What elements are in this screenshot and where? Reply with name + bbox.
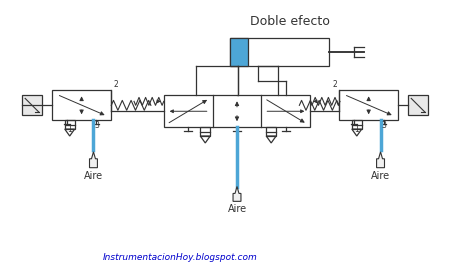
- Bar: [230, 38, 248, 66]
- Text: Aire: Aire: [371, 171, 390, 181]
- Text: Aire: Aire: [84, 171, 103, 181]
- Text: Doble efecto: Doble efecto: [249, 15, 329, 28]
- Bar: [230, 38, 329, 66]
- Text: 3: 3: [382, 121, 386, 130]
- Text: 2: 2: [332, 81, 337, 89]
- Polygon shape: [90, 152, 98, 168]
- Polygon shape: [233, 186, 241, 201]
- Bar: [352, 120, 362, 129]
- Text: 1: 1: [355, 125, 359, 134]
- Text: 2: 2: [113, 81, 118, 89]
- Bar: [408, 95, 428, 115]
- Bar: [22, 95, 42, 115]
- Text: 3: 3: [94, 121, 100, 130]
- Polygon shape: [376, 152, 384, 168]
- Bar: [65, 120, 75, 129]
- Bar: [266, 127, 276, 136]
- Bar: [339, 90, 398, 120]
- Bar: [201, 127, 210, 136]
- Bar: [164, 95, 310, 127]
- Text: 1: 1: [67, 125, 72, 134]
- Text: InstrumentacionHoy.blogspot.com: InstrumentacionHoy.blogspot.com: [103, 253, 258, 262]
- Text: Aire: Aire: [228, 204, 246, 214]
- Bar: [52, 90, 111, 120]
